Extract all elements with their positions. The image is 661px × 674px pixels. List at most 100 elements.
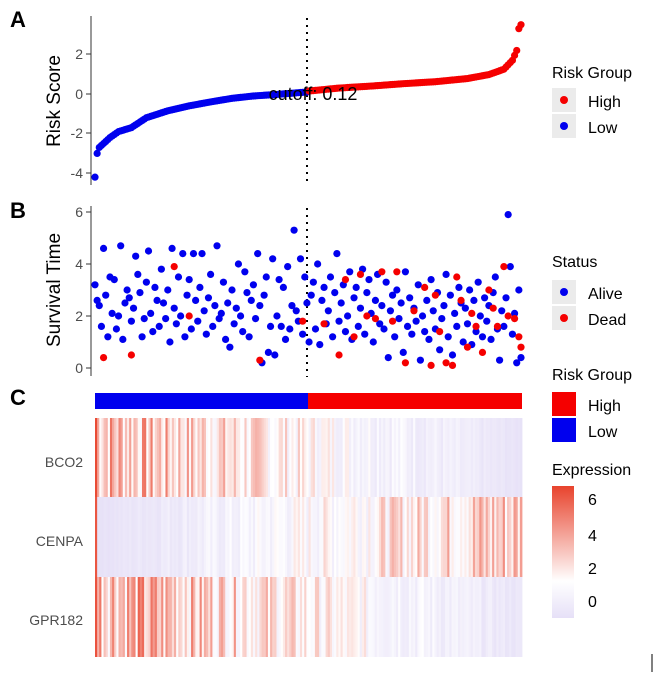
heatmap-cell xyxy=(413,577,416,657)
heatmap-cell xyxy=(438,577,442,657)
heatmap-cell xyxy=(169,418,173,497)
survival-point-alive xyxy=(474,278,482,286)
heatmap-cell xyxy=(171,497,175,577)
heatmap-cell xyxy=(357,497,361,577)
heatmap-cell xyxy=(186,418,190,497)
heatmap-cell xyxy=(261,418,265,497)
heatmap-cell xyxy=(287,577,290,657)
survival-point-alive xyxy=(172,320,180,328)
heatmap-cell xyxy=(336,497,339,577)
heatmap-cell xyxy=(334,418,337,497)
heatmap-cell xyxy=(408,577,412,657)
survival-point-alive xyxy=(213,242,221,250)
survival-point-alive xyxy=(271,351,279,359)
heatmap-cell xyxy=(462,497,465,577)
survival-point-alive xyxy=(251,315,260,323)
heatmap-cell xyxy=(445,497,448,577)
heatmap-cell xyxy=(398,418,401,497)
survival-point-alive xyxy=(129,304,138,312)
heatmap-cell xyxy=(353,577,356,657)
heatmap-cell xyxy=(131,497,134,577)
heatmap-cell xyxy=(120,577,124,657)
survival-point-alive xyxy=(391,333,399,341)
survival-point-alive xyxy=(378,302,386,310)
heatmap-cell xyxy=(191,577,194,657)
survival-point-alive xyxy=(269,255,277,263)
heatmap-cell xyxy=(167,418,171,497)
legend-title: Expression xyxy=(552,462,631,479)
survival-point-dead xyxy=(468,309,476,317)
survival-point-alive xyxy=(236,312,245,320)
heatmap-cell xyxy=(231,497,235,577)
legend-low-dot xyxy=(560,122,568,130)
heatmap-cell xyxy=(242,497,245,577)
survival-point-alive xyxy=(393,286,401,294)
survival-point-alive xyxy=(243,289,251,297)
survival-point-alive xyxy=(495,356,504,364)
heatmap-cell xyxy=(515,418,519,497)
heatmap-cell xyxy=(267,418,271,497)
heatmap-cell xyxy=(255,497,258,577)
heatmap-cell xyxy=(118,577,122,657)
heatmap-cell xyxy=(150,497,154,577)
panel-b: B Survival Time 6 4 2 0 xyxy=(10,198,525,377)
heatmap-cell xyxy=(443,497,446,577)
survival-point-alive xyxy=(185,276,193,284)
heatmap-cell xyxy=(304,418,307,497)
heatmap-cell xyxy=(216,577,220,657)
expression-tick-label: 0 xyxy=(588,594,597,611)
heatmap-cell xyxy=(406,577,410,657)
heatmap-cell xyxy=(466,418,470,497)
survival-point-alive xyxy=(341,328,350,336)
survival-point-alive xyxy=(397,299,405,307)
heatmap-cell xyxy=(402,418,405,497)
heatmap-cell xyxy=(400,418,403,497)
heatmap-cell xyxy=(174,577,177,657)
survival-point-alive xyxy=(363,289,371,297)
heatmap-cell xyxy=(246,577,250,657)
heatmap-cell xyxy=(231,418,235,497)
heatmap-cell xyxy=(289,497,292,577)
heatmap-cell xyxy=(410,577,414,657)
heatmap-cell xyxy=(344,577,348,657)
heatmap-cell xyxy=(381,418,384,497)
heatmap-cell xyxy=(304,497,307,577)
heatmap-cell xyxy=(156,418,160,497)
heatmap-cell xyxy=(319,418,322,497)
risk-score-tick-label: -2 xyxy=(71,125,84,141)
survival-point-dead xyxy=(504,312,512,320)
heatmap-cell xyxy=(519,497,523,577)
heatmap-cell xyxy=(265,497,269,577)
survival-point-dead xyxy=(478,348,487,356)
survival-time-axis-title: Survival Time xyxy=(44,233,65,347)
survival-point-dead xyxy=(410,307,418,315)
heatmap-cell xyxy=(210,497,213,577)
heatmap-cell xyxy=(423,418,427,497)
survival-point-alive xyxy=(279,283,287,291)
survival-point-alive xyxy=(226,343,234,351)
heatmap-cell xyxy=(233,497,237,577)
heatmap-cell xyxy=(308,497,312,577)
survival-point-alive xyxy=(177,312,185,320)
heatmap-cell xyxy=(246,418,250,497)
heatmap-cell xyxy=(112,418,115,497)
heatmap-cell xyxy=(199,497,203,577)
heatmap-cell xyxy=(178,497,181,577)
heatmap-cell xyxy=(500,418,504,497)
survival-point-dead xyxy=(356,270,365,278)
heatmap-cell xyxy=(220,497,224,577)
heatmap-cell xyxy=(227,497,230,577)
heatmap-cell xyxy=(443,577,446,657)
risk-score-point xyxy=(513,46,521,55)
heatmap-cell xyxy=(353,497,356,577)
heatmap-cell xyxy=(270,497,273,577)
heatmap-cell xyxy=(180,418,183,497)
survival-point-alive xyxy=(232,304,240,312)
heatmap-cell xyxy=(246,497,250,577)
risk-score-point xyxy=(517,21,525,29)
heatmap-cell xyxy=(402,577,405,657)
survival-tick-label: 6 xyxy=(75,204,83,220)
heatmap-cell xyxy=(141,418,145,497)
heatmap-cell xyxy=(188,577,192,657)
survival-point-alive xyxy=(114,312,123,320)
